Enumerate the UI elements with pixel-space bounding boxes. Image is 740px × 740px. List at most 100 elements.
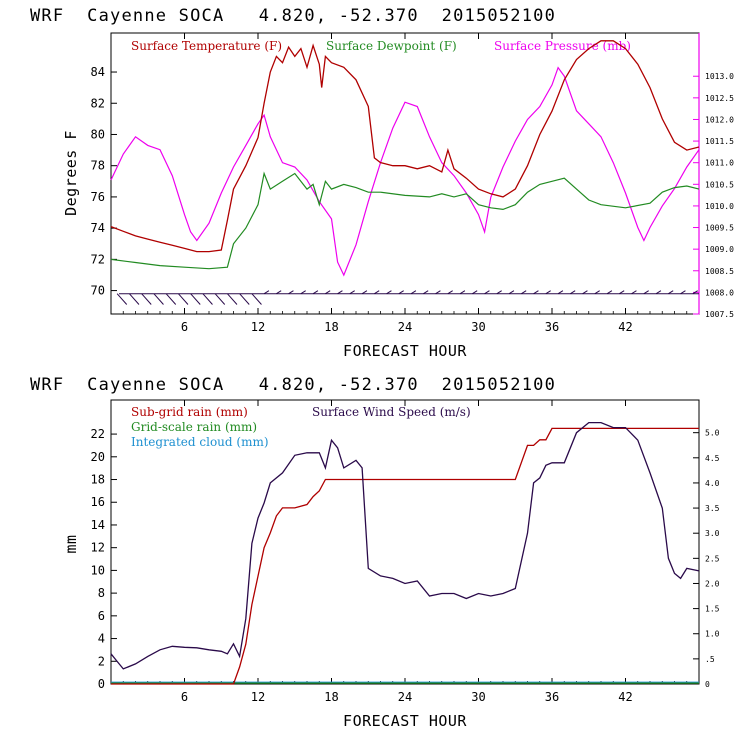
wind-barb: [325, 290, 331, 295]
wind-barb: [692, 290, 698, 295]
panel-header: WRF Cayenne SOCA 4.820, -52.370 20150521…: [30, 6, 556, 26]
y2-tick-label: 1.5: [705, 605, 720, 614]
wind-barb: [410, 290, 417, 295]
legend-dewpoint: Surface Dewpoint (F): [326, 39, 457, 53]
legend-integrated-cloud: Integrated cloud (mm): [131, 435, 269, 449]
x-tick-label: 18: [324, 320, 338, 334]
y-axis-ticks: 70 72 74 76 78 80 82 84: [91, 65, 117, 298]
wind-barb: [631, 290, 637, 295]
y2-tick-label: 4.0: [705, 479, 720, 488]
wind-barb: [349, 290, 355, 295]
wind-barb: [459, 290, 466, 295]
y2-tick-label: 1012.0: [705, 115, 734, 124]
y-tick-label: 70: [91, 284, 105, 298]
x-tick-label: 12: [251, 690, 265, 704]
wind-barb: [190, 293, 201, 305]
legend-temperature: Surface Temperature (F): [131, 39, 282, 53]
x-tick-label: 6: [181, 690, 188, 704]
wind-barb: [178, 293, 189, 305]
wind-barb: [582, 290, 588, 295]
wind-barb: [239, 293, 250, 305]
wind-barb: [374, 290, 380, 295]
y-tick-label: 22: [91, 427, 105, 441]
y-tick-label: 18: [91, 473, 105, 487]
y2-tick-label: 1011.0: [705, 159, 734, 168]
wind-barb: [472, 290, 478, 295]
y2-tick-label: 2.0: [705, 579, 720, 588]
y-tick-label: 8: [98, 586, 105, 600]
wind-barb: [263, 290, 270, 295]
y-tick-label: 82: [91, 96, 105, 110]
x-tick-label: 36: [545, 320, 559, 334]
wind-barb: [141, 293, 152, 305]
y-tick-label: 74: [91, 221, 105, 235]
x-axis-label: FORECAST HOUR: [343, 342, 467, 360]
y-tick-label: 14: [91, 518, 105, 532]
wind-barb: [668, 290, 674, 295]
legend-subgrid-rain: Sub-grid rain (mm): [131, 405, 248, 419]
wind-barb: [545, 290, 551, 295]
wind-barb: [680, 290, 686, 295]
x-tick-label: 18: [324, 690, 338, 704]
series-surface-pressure: [110, 66, 700, 277]
x-tick-label: 42: [618, 690, 632, 704]
wind-barbs: [116, 290, 699, 305]
legend-pressure: Surface Pressure (mb): [494, 39, 631, 53]
series-subgrid-rain: [111, 427, 699, 685]
wind-barb: [288, 290, 294, 295]
panel-header: WRF Cayenne SOCA 4.820, -52.370 20150521…: [30, 375, 556, 395]
legend: Surface Temperature (F) Surface Dewpoint…: [131, 39, 631, 53]
precipitation-panel: WRF Cayenne SOCA 4.820, -52.370 20150521…: [30, 375, 720, 730]
wind-barb: [129, 293, 140, 305]
y-tick-label: 2: [98, 654, 105, 668]
y2-tick-label: 1010.5: [705, 180, 734, 189]
wind-barb: [570, 290, 576, 295]
wind-barb: [251, 293, 262, 305]
y2-tick-label: 1008.5: [705, 267, 734, 276]
wind-barb: [533, 290, 539, 295]
y2-tick-label: 1008.0: [705, 288, 734, 297]
wind-barb: [300, 290, 306, 295]
y2-tick-label: 1011.5: [705, 137, 734, 146]
x-axis-ticks: 6 12 18 24 30 36 42: [122, 33, 688, 334]
x-tick-label: 24: [398, 690, 412, 704]
y-tick-label: 78: [91, 159, 105, 173]
y2-axis-ticks: 1007.5 1008.0 1008.5 1009.0 1009.5 1010.0 1010…: [693, 72, 734, 319]
wind-barb: [276, 290, 282, 295]
y2-tick-label: 3.5: [705, 504, 720, 513]
x-tick-label: 42: [618, 320, 632, 334]
x-tick-label: 24: [398, 320, 412, 334]
x-tick-label: 6: [181, 320, 188, 334]
wind-barb: [361, 290, 368, 295]
wind-barb: [116, 293, 128, 305]
y-tick-label: 76: [91, 190, 105, 204]
wind-barb: [423, 290, 429, 295]
y-tick-label: 80: [91, 127, 105, 141]
wind-barb: [153, 293, 164, 305]
y-tick-label: 6: [98, 609, 105, 623]
legend: Sub-grid rain (mm) Grid-scale rain (mm) …: [131, 405, 471, 449]
y2-tick-label: 2.5: [705, 554, 720, 563]
y2-tick-label: 1009.0: [705, 245, 734, 254]
wind-barb: [165, 293, 177, 305]
y-tick-label: 72: [91, 252, 105, 266]
y2-tick-label: 3.0: [705, 529, 720, 538]
x-tick-label: 30: [471, 690, 485, 704]
wind-barb: [202, 293, 213, 305]
x-tick-label: 30: [471, 320, 485, 334]
y-axis-label: mm: [62, 534, 80, 553]
series-surface-dewpoint: [110, 171, 700, 270]
wind-barb: [557, 290, 564, 295]
wind-barb: [386, 290, 392, 295]
y2-tick-label: 1007.5: [705, 310, 734, 319]
y-tick-label: 4: [98, 632, 105, 646]
legend-gridscale-rain: Grid-scale rain (mm): [131, 420, 257, 434]
wind-barb: [337, 290, 343, 295]
series-wind-speed: [110, 421, 700, 670]
y2-tick-label: 5.0: [705, 429, 720, 438]
wind-barb: [619, 290, 625, 295]
wind-barb: [398, 290, 404, 295]
wind-barb: [484, 290, 490, 295]
wind-barb: [312, 290, 319, 295]
x-axis-label: FORECAST HOUR: [343, 712, 467, 730]
